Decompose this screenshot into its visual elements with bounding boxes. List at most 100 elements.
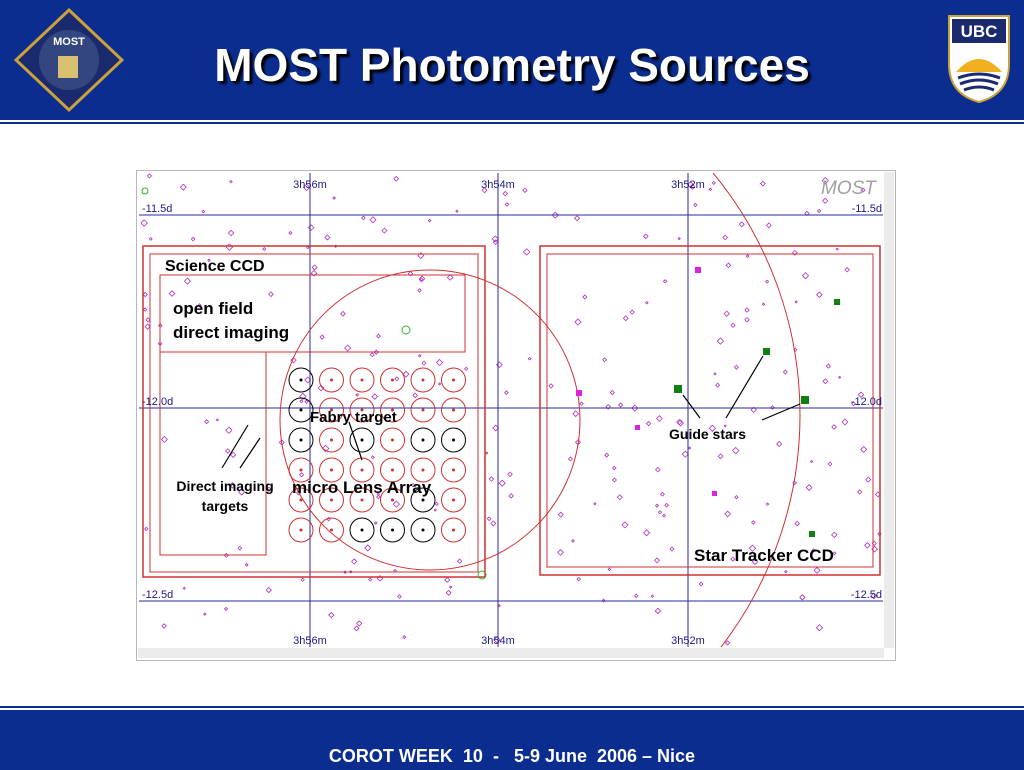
- annotation: Fabry target: [310, 409, 397, 426]
- star: [296, 490, 302, 496]
- star: [507, 471, 513, 478]
- lens-center: [391, 438, 394, 442]
- star: [669, 546, 675, 552]
- lens-center: [421, 468, 425, 472]
- lens: [410, 517, 436, 543]
- star: [142, 291, 148, 298]
- star: [750, 406, 757, 413]
- annotation: Guide stars: [669, 426, 746, 442]
- star: [448, 585, 453, 589]
- lens: [380, 397, 405, 423]
- star: [302, 183, 311, 192]
- star: [142, 307, 148, 312]
- star: [304, 399, 309, 404]
- guide-star: [809, 531, 815, 537]
- annotation: open field: [173, 299, 253, 318]
- star: [412, 392, 419, 399]
- lens-center: [360, 408, 364, 412]
- lens: [441, 427, 466, 453]
- star: [237, 545, 243, 551]
- header-band: MOST MOST Photometry Sources UBC: [0, 0, 1024, 122]
- star: [835, 247, 839, 251]
- lens-center: [330, 378, 333, 382]
- lens-center: [452, 408, 455, 412]
- lens: [380, 457, 405, 483]
- star: [456, 558, 463, 565]
- lens-center: [330, 498, 333, 502]
- star: [689, 183, 696, 190]
- lens: [441, 517, 466, 543]
- pointer: [682, 394, 701, 419]
- star-tracker-ccd: [539, 245, 881, 576]
- star: [813, 566, 821, 574]
- lens-center: [452, 438, 455, 442]
- pointer: [725, 355, 764, 419]
- marker: [401, 325, 411, 335]
- scrollbar-h: [138, 648, 884, 658]
- star: [204, 419, 210, 425]
- star: [827, 461, 833, 467]
- star: [508, 493, 514, 499]
- star: [792, 249, 798, 256]
- star: [182, 586, 186, 590]
- star: [203, 612, 207, 616]
- star: [857, 489, 863, 495]
- lens-center: [421, 528, 425, 532]
- lens-center: [452, 528, 455, 532]
- annotation: micro Lens Array: [292, 478, 432, 497]
- lens: [319, 487, 344, 513]
- star: [730, 322, 736, 328]
- ra-label: 3h54m: [481, 179, 515, 191]
- star: [344, 344, 352, 352]
- star: [593, 502, 597, 506]
- guide-star: [801, 396, 809, 404]
- star: [455, 209, 459, 213]
- star: [567, 456, 573, 462]
- pointer: [348, 421, 363, 461]
- star: [609, 389, 615, 396]
- lens-center: [391, 498, 394, 502]
- star: [831, 424, 837, 430]
- star: [328, 611, 335, 619]
- star: [870, 592, 878, 600]
- field-circle: [279, 269, 581, 571]
- star: [491, 235, 499, 243]
- star: [417, 353, 422, 358]
- lens: [441, 367, 466, 393]
- star: [351, 558, 358, 565]
- star: [656, 415, 663, 422]
- dec-label: -12.5d: [142, 589, 173, 601]
- lens: [380, 367, 405, 393]
- star: [607, 567, 612, 572]
- star: [801, 272, 810, 280]
- annotation: Science CCD: [165, 258, 265, 275]
- pointer-lines: [221, 355, 801, 469]
- star: [713, 372, 717, 376]
- lens: [319, 457, 344, 483]
- star: [402, 370, 410, 378]
- star: [370, 455, 375, 460]
- lens-center: [330, 468, 333, 472]
- star: [369, 352, 375, 358]
- star: [324, 234, 331, 241]
- star: [622, 315, 629, 322]
- star: [751, 558, 759, 566]
- star: [225, 426, 233, 434]
- star: [417, 252, 425, 260]
- star: [662, 279, 668, 284]
- lens: [319, 517, 344, 543]
- star: [311, 264, 318, 271]
- star: [634, 593, 639, 599]
- star: [229, 179, 233, 184]
- star: [307, 224, 315, 231]
- star: [364, 544, 372, 552]
- marker: [141, 187, 149, 195]
- star: [321, 444, 330, 453]
- star: [376, 333, 381, 339]
- markers: [141, 187, 840, 580]
- star: [227, 229, 235, 237]
- science-ccd-inner: [149, 253, 479, 573]
- star-tracker-inner: [546, 253, 874, 568]
- lens: [349, 457, 375, 483]
